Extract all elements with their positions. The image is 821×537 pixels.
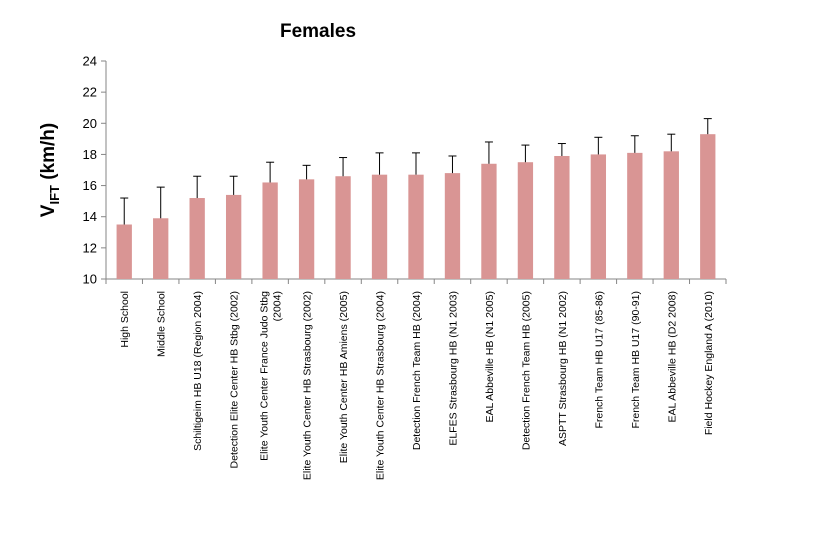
- bar: [590, 154, 607, 279]
- bar: [298, 179, 315, 279]
- bar: [554, 155, 570, 279]
- y-axis-label-main: V: [38, 204, 59, 217]
- x-category-label: Elite Youth Center HB Amiens (2005): [338, 291, 350, 463]
- x-category-label: EAL Abbeville HB (D2 2008): [666, 291, 678, 423]
- y-tick-label: 20: [83, 116, 97, 131]
- x-category-label: Detection French Team HB (2004): [411, 291, 423, 450]
- x-category-label: (2004): [272, 291, 284, 321]
- x-category-label: Middle School: [156, 291, 168, 357]
- y-tick-label: 24: [83, 54, 97, 69]
- bar: [189, 198, 205, 279]
- y-axis-label: VIFT (km/h): [38, 123, 62, 217]
- x-category-label: EAL Abbeville HB (N1 2005): [484, 291, 496, 423]
- y-tick-label: 16: [83, 178, 97, 193]
- y-tick-label: 14: [83, 209, 97, 224]
- bar: [517, 162, 534, 279]
- bar: [262, 182, 278, 279]
- x-category-label: Elite Youth Center HB Strasbourg (2004): [375, 291, 387, 480]
- x-category-label: Elite Youth Center France Judo Stbg: [259, 291, 271, 461]
- y-tick-label: 12: [83, 240, 97, 255]
- y-tick-label: 22: [83, 85, 97, 100]
- y-axis-label-rest: (km/h): [38, 123, 59, 185]
- bar: [481, 163, 497, 279]
- x-category-label: ASPTT Strasbourg HB (N1 2002): [557, 291, 569, 446]
- x-category-label: Detection French Team HB (2005): [520, 291, 532, 450]
- x-category-label: Field Hockey England A (2010): [703, 291, 715, 435]
- x-category-label: ELFES Strasbourg HB (N1 2003): [447, 291, 459, 446]
- plot-area: 10 12 14 16 18 20 22 24 High School Middle School…: [83, 54, 727, 480]
- x-category-label: Elite Youth Center HB Strasbourg (2002): [302, 291, 314, 480]
- y-axis-label-sub: IFT: [47, 185, 62, 205]
- bar: [444, 173, 461, 279]
- bar: [225, 194, 242, 279]
- bar: [700, 134, 716, 279]
- x-category-label: Schiltigeim HB U18 (Region 2004): [192, 291, 204, 451]
- x-category-label: Detection Elite Center HB Stbg (2002): [229, 291, 241, 468]
- x-category-label: French Team HB U17 (85-86): [593, 291, 605, 429]
- bar: [153, 218, 169, 279]
- bar: [116, 224, 132, 279]
- bar: [627, 152, 643, 279]
- x-category-label: High School: [119, 291, 131, 348]
- x-category-label: French Team HB U17 (90-91): [630, 291, 642, 429]
- y-tick-label: 10: [83, 272, 97, 287]
- bar: [371, 174, 388, 279]
- chart-title: Females: [280, 21, 356, 42]
- bar: [335, 176, 351, 279]
- y-tick-label: 18: [83, 147, 97, 162]
- bar: [408, 174, 424, 279]
- bar: [663, 151, 679, 279]
